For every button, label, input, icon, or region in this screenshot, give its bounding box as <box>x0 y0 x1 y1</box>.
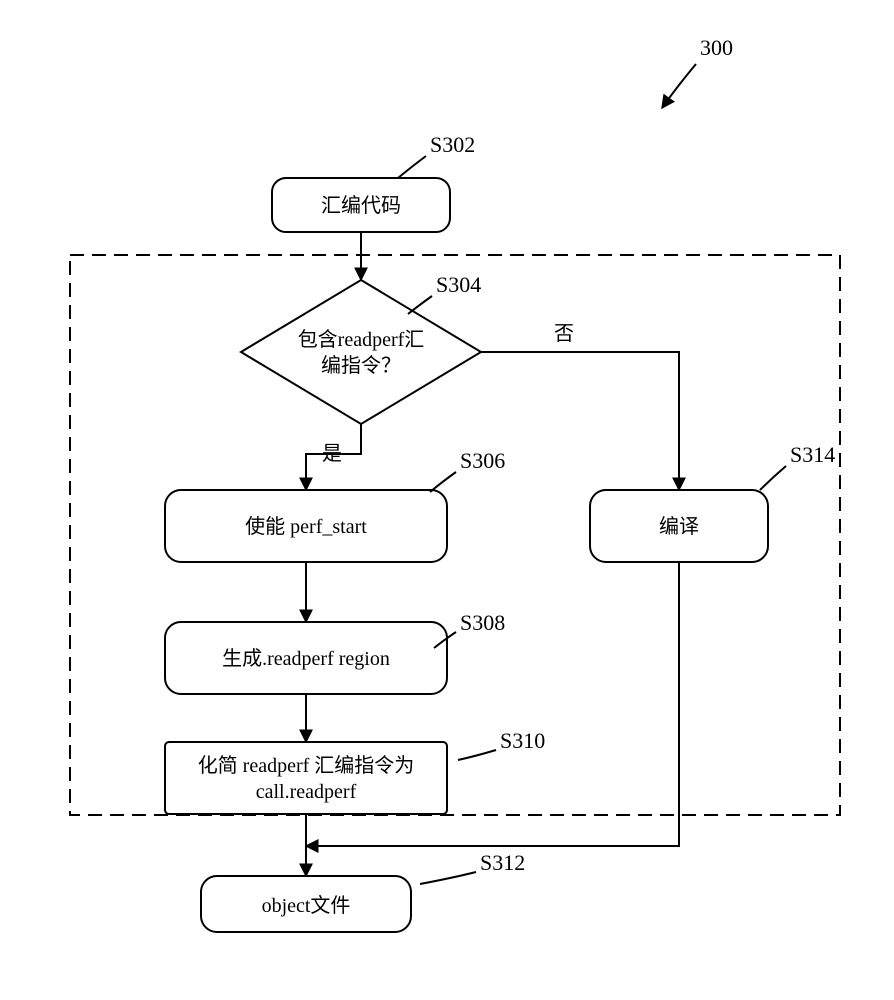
node-s302: 汇编代码 <box>272 178 450 232</box>
node-s314: 编译 <box>590 490 768 562</box>
leader-s302 <box>398 156 426 178</box>
label-s304: S304 <box>436 272 481 297</box>
node-s314-text: 编译 <box>659 515 699 538</box>
node-s312: object文件 <box>201 876 411 932</box>
node-s310-text1: 化简 readperf 汇编指令为 <box>198 754 415 777</box>
node-s302-text: 汇编代码 <box>321 194 401 217</box>
leader-s306 <box>430 472 456 492</box>
node-s308: 生成.readperf region <box>165 622 447 694</box>
leader-s304 <box>408 296 432 314</box>
label-s302: S302 <box>430 132 475 157</box>
figure-number-label: 300 <box>700 35 733 60</box>
node-s310: 化简 readperf 汇编指令为 call.readperf <box>165 742 447 814</box>
node-s312-text: object文件 <box>262 894 351 917</box>
node-s306: 使能 perf_start <box>165 490 447 562</box>
node-s306-text: 使能 perf_start <box>245 515 367 538</box>
label-s312: S312 <box>480 850 525 875</box>
leader-s310 <box>458 750 496 760</box>
node-s308-text: 生成.readperf region <box>222 647 390 670</box>
edge-s304-s314 <box>481 352 679 490</box>
label-s314: S314 <box>790 442 835 467</box>
edge-label-no: 否 <box>554 323 574 345</box>
node-s304-text2: 编指令？ <box>321 354 401 377</box>
label-s306: S306 <box>460 448 505 473</box>
label-s310: S310 <box>500 728 545 753</box>
label-s308: S308 <box>460 610 505 635</box>
node-s310-text2: call.readperf <box>256 781 357 803</box>
figure-number-arrow <box>662 64 696 108</box>
node-s304: 包含readperf汇 编指令？ <box>241 280 481 424</box>
edge-label-yes: 是 <box>322 443 342 465</box>
leader-s314 <box>760 466 786 490</box>
leader-s312 <box>420 872 476 884</box>
node-s304-text1: 包含readperf汇 <box>298 328 425 351</box>
